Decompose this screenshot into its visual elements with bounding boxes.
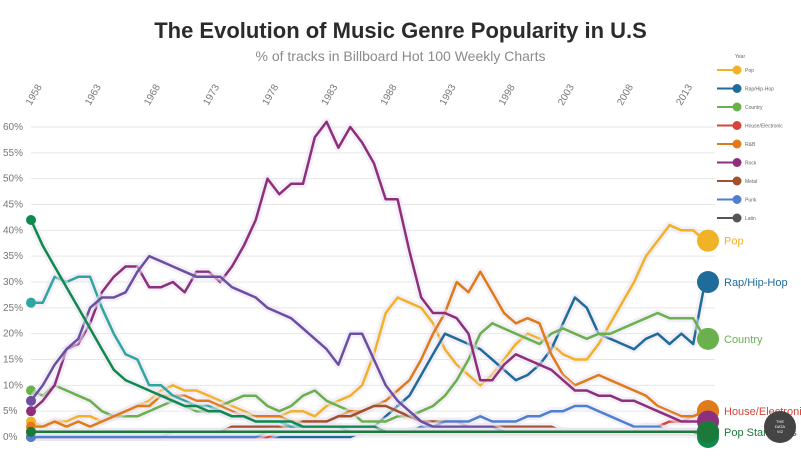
legend-label: Rap/Hip-Hop: [745, 87, 774, 93]
x-tick-label: 1963: [83, 82, 104, 107]
legend-swatch-dot: [732, 121, 742, 130]
legend-swatch-dot: [732, 65, 742, 75]
end-labels: PopRap/Hip-HopCountryHouse/ElectronicPop…: [697, 229, 801, 448]
legend: Year Pop Rap/Hip-Hop Country House/Electroni…: [717, 54, 783, 223]
y-tick-label: 15%: [3, 355, 23, 366]
y-tick-label: 55%: [3, 148, 23, 159]
series-pop-standards: [26, 426, 709, 437]
legend-item-rock: Rock: [717, 158, 757, 167]
x-tick-label: 2013: [674, 82, 695, 107]
legend-label: Country: [745, 105, 763, 111]
y-tick-label: 35%: [3, 251, 23, 262]
legend-item-country: Country: [717, 102, 763, 112]
legend-item-pop: Pop: [717, 65, 754, 75]
grid-lines: [31, 126, 715, 438]
series-end-point: [697, 420, 719, 443]
badge-circle: [764, 411, 796, 443]
y-axis-ticks: 0% 5% 10% 15% 20% 25% 30% 35% 40% 45% 50% 55% 60%: [3, 122, 23, 443]
series-start-point: [26, 297, 36, 308]
x-tick-label: 1993: [438, 82, 459, 107]
y-tick-label: 50%: [3, 174, 23, 185]
x-tick-label: 1968: [142, 82, 163, 107]
legend-item-latin: Latin: [717, 213, 756, 223]
legend-swatch-dot: [732, 213, 742, 223]
end-label-pop: Pop: [724, 236, 744, 248]
legend-label: Punk: [745, 198, 757, 204]
end-label-country: Country: [724, 334, 763, 346]
series-end-point: [697, 327, 719, 350]
legend-item-house-electronic: House/Electronic: [717, 121, 783, 130]
series-end-point: [697, 229, 719, 252]
legend-item-rap-hip-hop: Rap/Hip-Hop: [717, 84, 774, 93]
legend-label: Pop: [745, 68, 754, 74]
y-tick-label: 30%: [3, 277, 23, 288]
x-tick-label: 1978: [261, 82, 282, 107]
series-start-point: [26, 426, 36, 437]
series-end-point: [697, 271, 719, 293]
legend-label: R&B: [745, 142, 756, 148]
badge-text: VIZ: [777, 429, 784, 434]
y-tick-label: 20%: [3, 329, 23, 340]
x-tick-label: 1958: [24, 82, 45, 107]
chart-subtitle: % of tracks in Billboard Hot 100 Weekly …: [255, 48, 546, 64]
y-tick-label: 40%: [3, 225, 23, 236]
legend-item-metal: Metal: [717, 176, 757, 186]
chart-title: The Evolution of Music Genre Popularity …: [154, 18, 647, 43]
y-tick-label: 25%: [3, 303, 23, 314]
x-axis-ticks: 1958 1963 1968 1973 1978 1983 1988 1993 1998 2003…: [24, 82, 695, 107]
legend-item-r-b: R&B: [717, 139, 756, 149]
series-lines: [26, 117, 709, 442]
legend-label: Rock: [745, 161, 757, 167]
series-start-point: [26, 395, 36, 406]
y-tick-label: 45%: [3, 200, 23, 211]
series-start-point: [26, 215, 36, 225]
series-line: [30, 311, 707, 423]
legend-header: Year: [735, 54, 745, 60]
legend-label: Latin: [745, 216, 756, 222]
legend-swatch-dot: [732, 195, 742, 204]
x-tick-label: 2008: [615, 82, 636, 107]
y-tick-label: 0%: [3, 432, 18, 443]
legend-swatch-dot: [732, 84, 742, 93]
legend-swatch-dot: [732, 158, 742, 167]
y-tick-label: 5%: [3, 406, 18, 417]
series-rock: [26, 117, 709, 426]
end-label-rap-hip-hop: Rap/Hip-Hop: [724, 277, 788, 289]
legend-swatch-dot: [732, 176, 742, 186]
legend-swatch-dot: [732, 102, 742, 112]
series-line: [30, 120, 705, 423]
x-tick-label: 1998: [497, 82, 518, 107]
series-jazz: [26, 215, 709, 441]
badge-text: DATA: [775, 424, 785, 429]
series-start-point: [26, 406, 36, 417]
legend-label: House/Electronic: [745, 124, 783, 130]
badge-text: THE: [776, 419, 784, 424]
x-tick-label: 2003: [556, 82, 577, 107]
legend-label: Metal: [745, 179, 757, 185]
x-tick-label: 1973: [201, 82, 222, 107]
y-tick-label: 60%: [3, 122, 23, 133]
legend-swatch-dot: [732, 139, 742, 149]
legend-item-punk: Punk: [717, 195, 757, 204]
x-tick-label: 1988: [379, 82, 400, 107]
x-tick-label: 1983: [320, 82, 341, 107]
y-tick-label: 10%: [3, 380, 23, 391]
